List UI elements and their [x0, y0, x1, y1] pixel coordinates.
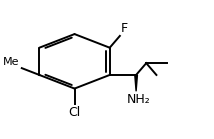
Polygon shape: [135, 75, 137, 91]
Text: F: F: [121, 22, 128, 35]
Text: NH₂: NH₂: [126, 93, 150, 106]
Text: Me: Me: [3, 57, 20, 67]
Text: Cl: Cl: [68, 106, 81, 119]
